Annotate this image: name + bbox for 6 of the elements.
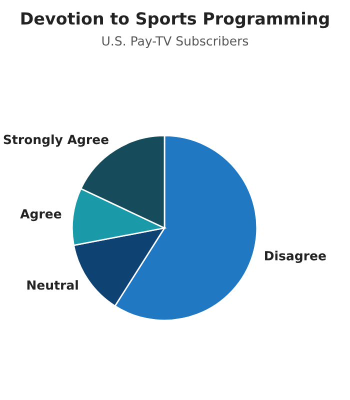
slice-label: Neutral xyxy=(27,280,78,290)
slice-label: Disagree xyxy=(265,250,326,263)
chart-title: Devotion to Sports Programming xyxy=(21,12,329,28)
chart-subtitle: U.S. Pay-TV Subscribers xyxy=(102,36,248,48)
slice-label: Agree xyxy=(20,209,62,222)
slice-label: Strongly Agree xyxy=(4,134,108,147)
